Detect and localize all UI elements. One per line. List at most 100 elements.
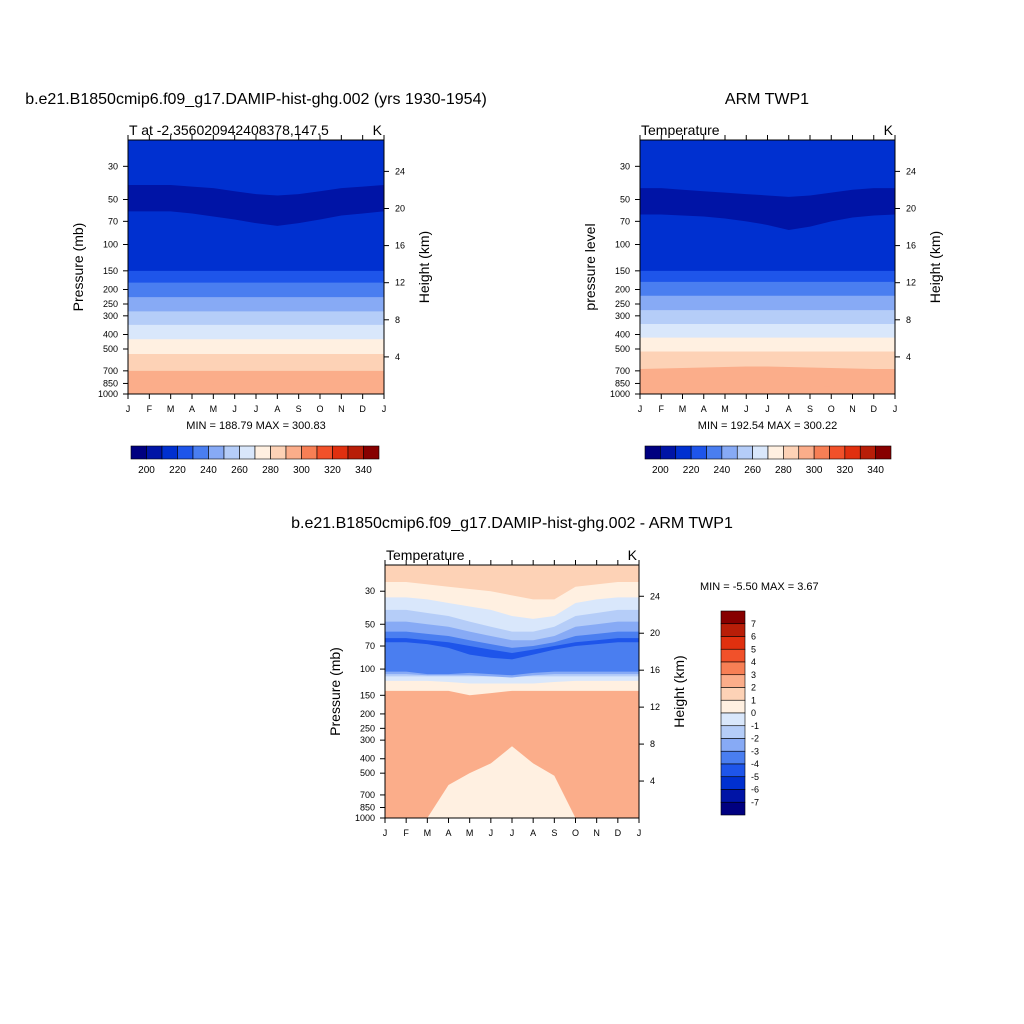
colorbar-swatch <box>720 789 746 803</box>
y-right-tick-label: 12 <box>650 702 660 712</box>
x-tick-label: D <box>615 828 622 838</box>
y-tick-label: 700 <box>615 366 630 376</box>
colorbar-swatch <box>347 445 364 460</box>
x-tick-label: N <box>338 404 345 414</box>
colorbar-label: 0 <box>751 708 756 718</box>
y-tick-label: 700 <box>103 366 118 376</box>
colorbar-label: 320 <box>837 465 854 476</box>
y-right-tick-label: 24 <box>906 166 916 176</box>
y-tick-label: 850 <box>360 802 375 812</box>
x-tick-label: O <box>572 828 579 838</box>
colorbar-label: 7 <box>751 619 756 629</box>
colorbar-swatch <box>332 445 349 460</box>
panel-1: b.e21.B1850cmip6.f09_g17.DAMIP-hist-ghg.… <box>25 91 487 476</box>
x-tick-label: J <box>744 404 749 414</box>
colorbar-swatch <box>720 623 746 637</box>
y-tick-label: 200 <box>360 709 375 719</box>
colorbar: 200 220 240 260 280 300 320 340 <box>644 445 892 476</box>
colorbar-swatch <box>783 445 800 460</box>
y-tick-label: 250 <box>615 299 630 309</box>
y-tick-label: 30 <box>365 586 375 596</box>
x-tick-label: F <box>659 404 665 414</box>
colorbar-swatch <box>239 445 256 460</box>
x-tick-label: A <box>701 404 707 414</box>
colorbar-label: 1 <box>751 695 756 705</box>
colorbar-swatch <box>720 687 746 701</box>
colorbar-swatch <box>720 725 746 739</box>
y-tick-label: 250 <box>103 299 118 309</box>
y-tick-label: 850 <box>103 378 118 388</box>
y-tick-label: 50 <box>108 194 118 204</box>
x-tick-label: J <box>765 404 770 414</box>
units-label: K <box>884 122 894 138</box>
x-tick-label: J <box>893 404 898 414</box>
y-tick-label: 400 <box>615 330 630 340</box>
x-tick-label: J <box>637 828 642 838</box>
colorbar-label: -7 <box>751 797 759 807</box>
colorbar-label: 320 <box>324 465 341 476</box>
y-right-tick-label: 20 <box>650 628 660 638</box>
colorbar-label: 280 <box>262 465 279 476</box>
x-tick-label: D <box>871 404 878 414</box>
y-right-tick-label: 16 <box>395 241 405 251</box>
y-right-tick-label: 24 <box>650 591 660 601</box>
x-tick-label: M <box>424 828 432 838</box>
y-tick-label: 1000 <box>355 813 375 823</box>
y-tick-label: 30 <box>108 161 118 171</box>
y-tick-label: 100 <box>360 664 375 674</box>
x-tick-label: S <box>296 404 302 414</box>
colorbar-swatch <box>844 445 861 460</box>
chart-title: b.e21.B1850cmip6.f09_g17.DAMIP-hist-ghg.… <box>25 91 487 108</box>
y-axis-label: Pressure (mb) <box>327 647 343 736</box>
chart-subtitle: Temperature <box>641 122 720 138</box>
contour-band-10 <box>640 140 895 197</box>
x-tick-label: J <box>382 404 387 414</box>
y-right-tick-label: 20 <box>395 203 405 213</box>
x-tick-label: A <box>786 404 792 414</box>
colorbar-swatch <box>285 445 302 460</box>
colorbar-swatch <box>720 750 746 765</box>
x-tick-label: M <box>210 404 218 414</box>
colorbar-swatch <box>720 661 746 676</box>
colorbar-swatch <box>720 712 746 727</box>
x-tick-label: A <box>189 404 195 414</box>
y-tick-label: 150 <box>103 266 118 276</box>
y-right-tick-label: 8 <box>650 739 655 749</box>
colorbar-swatch <box>644 445 661 460</box>
chart-subtitle: Temperature <box>386 547 465 563</box>
x-tick-label: J <box>638 404 643 414</box>
panel-3: b.e21.B1850cmip6.f09_g17.DAMIP-hist-ghg.… <box>291 515 818 838</box>
y-right-tick-label: 12 <box>395 278 405 288</box>
min-max-stats: MIN = 188.79 MAX = 300.83 <box>186 420 325 432</box>
colorbar-swatch <box>720 801 746 816</box>
y-tick-label: 500 <box>103 344 118 354</box>
y-tick-label: 200 <box>103 285 118 295</box>
colorbar-swatch <box>752 445 769 460</box>
colorbar-swatch <box>720 610 746 625</box>
colorbar-swatch <box>130 445 147 460</box>
chart-title: ARM TWP1 <box>725 91 809 108</box>
colorbar-label: 280 <box>775 465 792 476</box>
x-tick-label: D <box>359 404 366 414</box>
x-tick-label: S <box>807 404 813 414</box>
x-tick-label: M <box>721 404 729 414</box>
colorbar-label: -3 <box>751 746 759 756</box>
colorbar-label: 220 <box>683 465 700 476</box>
x-tick-label: J <box>510 828 515 838</box>
x-tick-label: O <box>316 404 323 414</box>
y-right-tick-label: 16 <box>906 241 916 251</box>
y-tick-label: 500 <box>360 768 375 778</box>
x-tick-label: N <box>593 828 600 838</box>
y-right-axis-label: Height (km) <box>671 655 687 727</box>
colorbar-swatch <box>316 445 333 460</box>
y-right-tick-label: 4 <box>906 352 911 362</box>
colorbar: 7 6 5 4 3 2 1 0 -1 -2 -3 -4 -5 -6 -7 <box>720 610 759 816</box>
y-axis-label: Pressure (mb) <box>70 223 86 312</box>
y-tick-label: 250 <box>360 723 375 733</box>
colorbar-swatch <box>859 445 876 460</box>
y-right-tick-label: 4 <box>395 352 400 362</box>
colorbar-swatch <box>177 445 194 460</box>
y-right-tick-label: 8 <box>395 315 400 325</box>
y-tick-label: 300 <box>103 311 118 321</box>
colorbar-swatch <box>675 445 692 460</box>
